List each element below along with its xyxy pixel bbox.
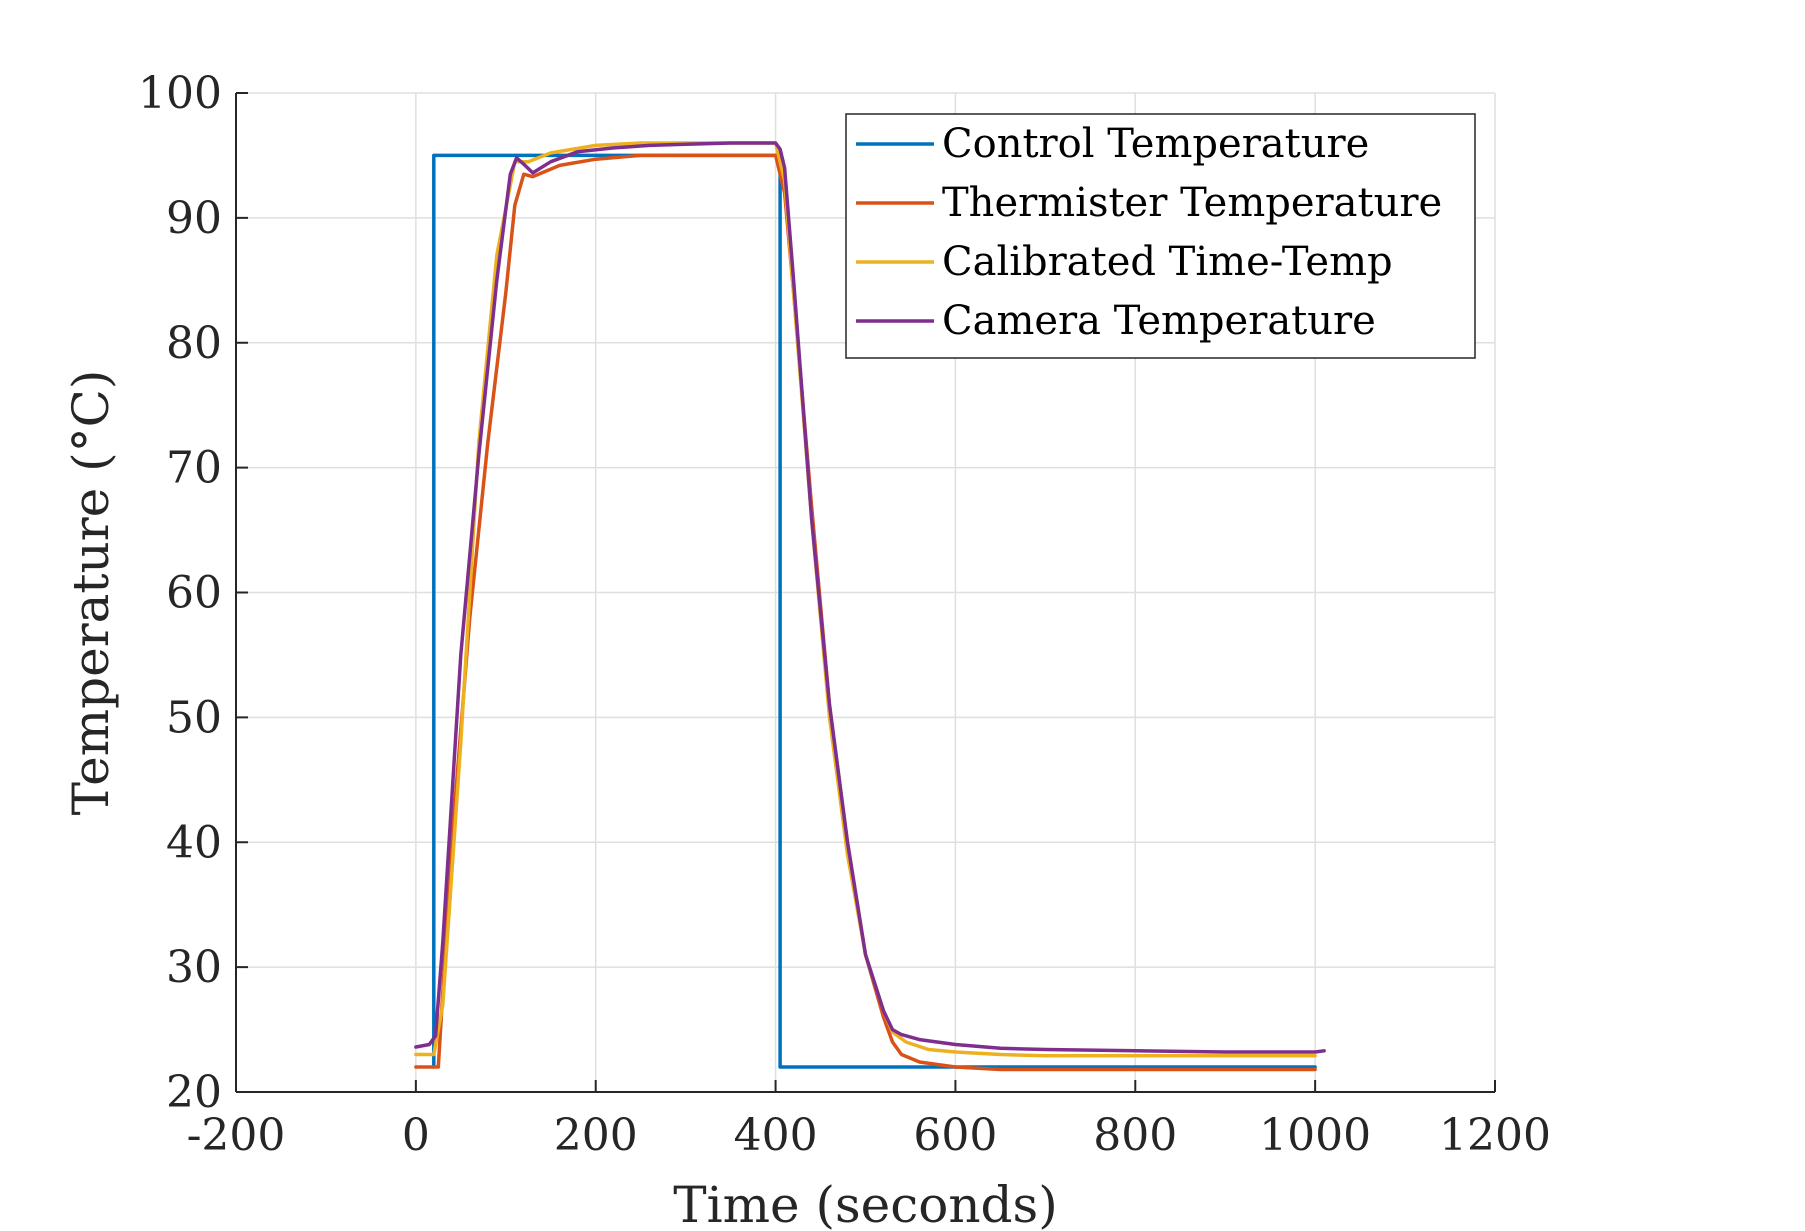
- x-tick-label: 600: [913, 1110, 997, 1161]
- legend-label: Thermister Temperature: [942, 180, 1442, 226]
- x-tick-label: 1000: [1259, 1110, 1371, 1161]
- y-tick-label: 100: [138, 68, 222, 119]
- x-tick-label: 800: [1093, 1110, 1177, 1161]
- y-tick-label: 50: [166, 692, 222, 743]
- series-line-3: [414, 141, 1326, 1054]
- x-axis-label: Time (seconds): [673, 1176, 1057, 1231]
- series-line-1: [414, 153, 1317, 1072]
- y-tick-label: 70: [166, 443, 222, 494]
- y-tick-label: 40: [166, 817, 222, 868]
- y-tick-label: 20: [166, 1067, 222, 1118]
- x-tick-label: 0: [402, 1110, 430, 1161]
- series-lines: [414, 141, 1326, 1072]
- axes: [235, 92, 1496, 1093]
- legend-label: Camera Temperature: [942, 298, 1376, 344]
- legend-label: Control Temperature: [942, 121, 1369, 167]
- tick-labels: -200 0 200 400 600 800 1000 1200 20 30 40 50 60 70 80 9…: [138, 68, 1551, 1161]
- legend: Control Temperature Thermister Temperatur…: [845, 113, 1476, 359]
- x-tick-label: 1200: [1439, 1110, 1551, 1161]
- x-tick-label: 200: [554, 1110, 638, 1161]
- x-tick-label: 400: [734, 1110, 818, 1161]
- legend-label: Calibrated Time-Temp: [942, 239, 1393, 285]
- y-tick-label: 90: [166, 193, 222, 244]
- x-tick-label: -200: [187, 1110, 286, 1161]
- y-tick-label: 80: [166, 318, 222, 369]
- y-tick-label: 60: [166, 568, 222, 619]
- y-axis-label: Temperature (°C): [62, 370, 120, 816]
- y-tick-label: 30: [166, 942, 222, 993]
- legend-box: [845, 113, 1476, 359]
